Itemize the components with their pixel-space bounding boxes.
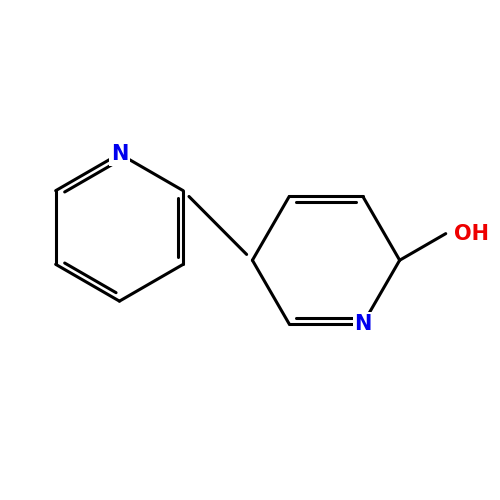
Text: N: N	[111, 144, 128, 164]
Text: OH: OH	[454, 224, 489, 244]
Text: N: N	[354, 314, 372, 334]
